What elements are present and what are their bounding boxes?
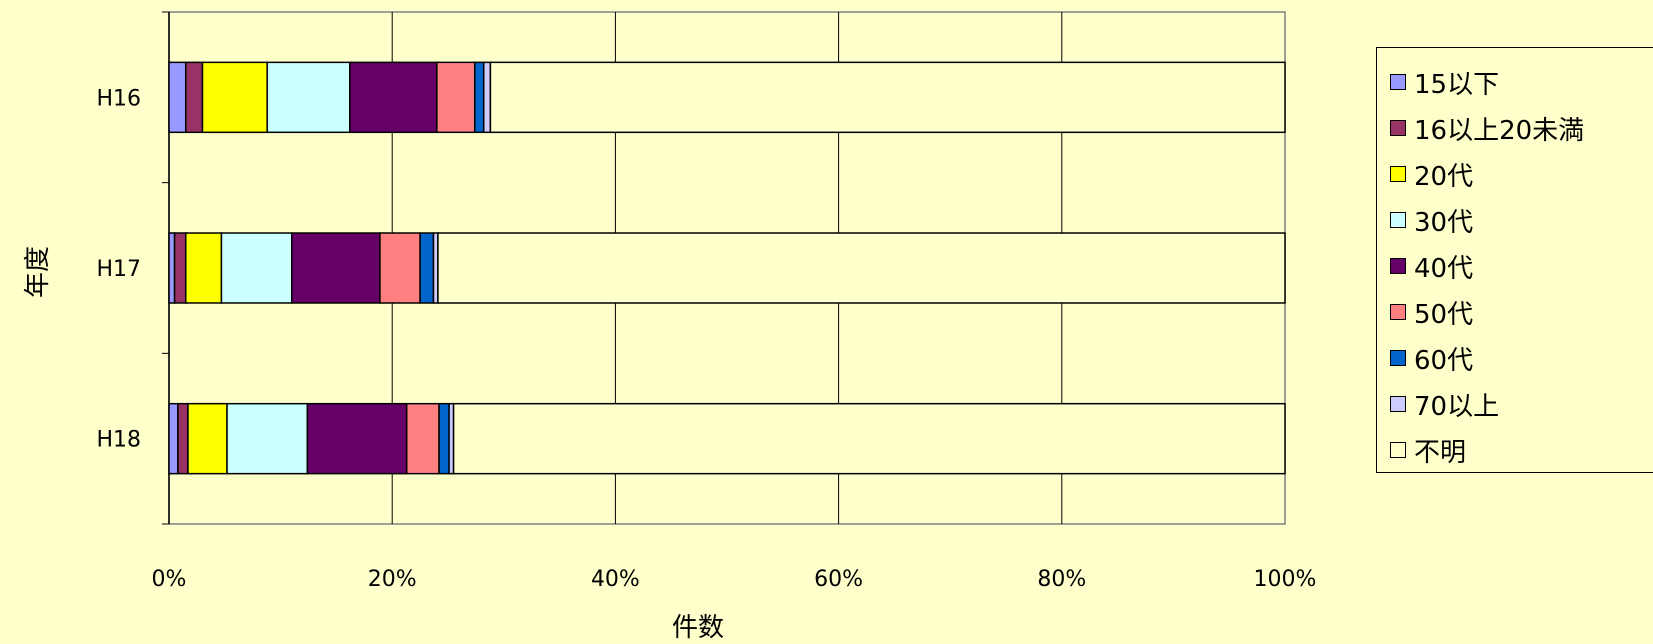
bar-group-H18: [168, 402, 1286, 475]
bar-group-H16: [168, 61, 1286, 134]
bar-segment: [220, 232, 293, 304]
bar-segment: [349, 61, 438, 134]
legend-label: 60代: [1414, 345, 1474, 376]
legend-swatch: [1390, 304, 1406, 320]
legend-swatch: [1390, 166, 1406, 182]
bar-segment: [438, 402, 450, 475]
legend-swatch: [1390, 396, 1406, 412]
y-tick-label: H17: [96, 257, 141, 282]
bar-segment: [173, 232, 187, 304]
x-tick-label: 60%: [814, 567, 863, 592]
legend-swatch: [1390, 258, 1406, 274]
x-tick-label: 20%: [368, 567, 417, 592]
y-axis-title: 年度: [23, 246, 53, 298]
y-tick-label: H18: [96, 428, 141, 453]
bar-segment: [474, 61, 485, 134]
legend-item: 40代: [1390, 243, 1653, 289]
legend-item: 70以上: [1390, 381, 1653, 427]
legend-item: 50代: [1390, 289, 1653, 335]
legend-item: 15以下: [1390, 59, 1653, 105]
bar-segment: [187, 402, 228, 475]
x-tick-label: 0%: [152, 567, 187, 592]
legend-label: 70以上: [1414, 391, 1500, 422]
bar-segment: [168, 232, 176, 304]
legend-label: 16以上20未満: [1414, 115, 1585, 146]
legend-swatch: [1390, 212, 1406, 228]
legend-swatch: [1390, 350, 1406, 366]
legend-label: 40代: [1414, 253, 1474, 284]
x-tick-label: 100%: [1254, 567, 1317, 592]
bar-segment: [184, 232, 223, 304]
legend-swatch: [1390, 120, 1406, 136]
legend-item: 30代: [1390, 197, 1653, 243]
legend-swatch: [1390, 442, 1406, 458]
bar-segment: [306, 402, 408, 475]
bar-segment: [489, 61, 1286, 134]
bar-segment: [419, 232, 435, 304]
bar-segment: [405, 402, 440, 475]
legend-item: 20代: [1390, 151, 1653, 197]
legend-label: 不明: [1414, 437, 1467, 468]
legend-item: 60代: [1390, 335, 1653, 381]
legend-label: 20代: [1414, 161, 1474, 192]
bar-segment: [452, 402, 1286, 475]
x-tick-label: 80%: [1037, 567, 1086, 592]
y-tick-label: H16: [96, 86, 141, 111]
bar-segment: [226, 402, 309, 475]
bar-segment: [291, 232, 381, 304]
bar-segment: [436, 61, 476, 134]
legend-label: 15以下: [1414, 69, 1500, 100]
x-tick-label: 40%: [591, 567, 640, 592]
legend-label: 50代: [1414, 299, 1474, 330]
legend-label: 30代: [1414, 207, 1474, 238]
bar-segment: [201, 61, 268, 134]
bar-segment: [177, 402, 189, 475]
bar-group-H17: [168, 232, 1286, 304]
bar-segment: [168, 61, 187, 134]
bar-segment: [266, 61, 351, 134]
bar-segment: [184, 61, 204, 134]
legend-item: 16以上20未満: [1390, 105, 1653, 151]
x-axis-title: 件数: [672, 613, 724, 643]
bar-segment: [379, 232, 421, 304]
legend: 15以下 16以上20未満 20代 30代 40代 50代 60代 70以上不明: [1376, 47, 1653, 473]
bar-segment: [168, 402, 179, 475]
legend-item: 不明: [1390, 427, 1653, 473]
bar-segment: [482, 61, 492, 134]
bar-segment: [437, 232, 1286, 304]
legend-swatch: [1390, 74, 1406, 90]
